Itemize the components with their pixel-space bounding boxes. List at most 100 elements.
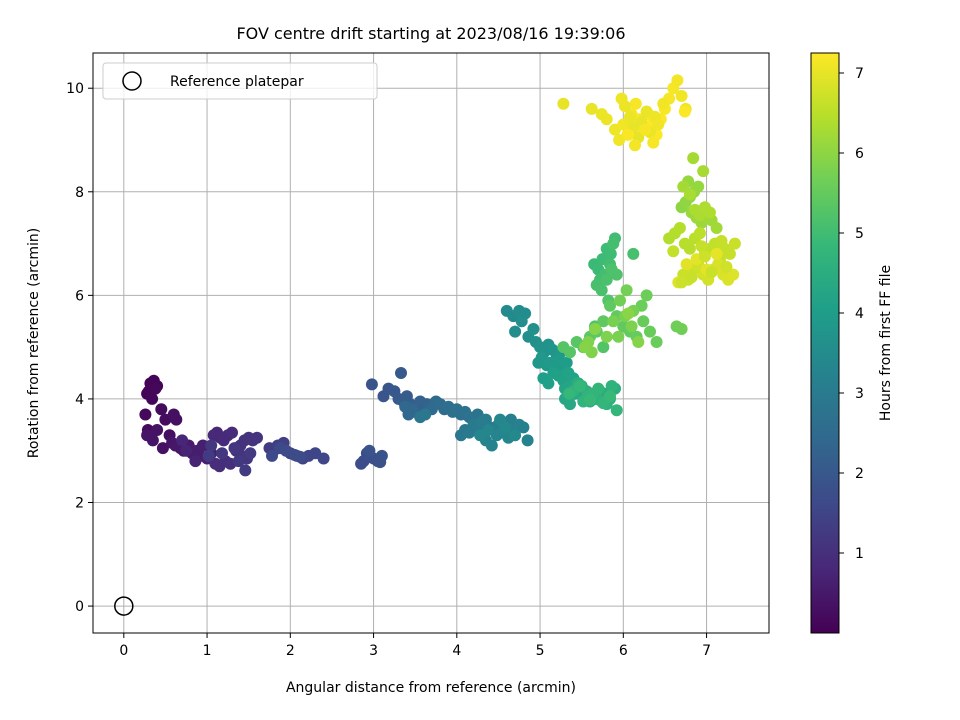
x-tick-label: 1 bbox=[203, 643, 212, 659]
data-point bbox=[196, 439, 209, 452]
data-point bbox=[395, 367, 407, 379]
colorbar-tick-label: 7 bbox=[855, 66, 864, 82]
data-point bbox=[600, 273, 613, 286]
data-point bbox=[698, 250, 711, 263]
colorbar: 1 2 3 4 5 6 7 Hours from first FF file bbox=[810, 52, 894, 634]
data-point bbox=[232, 455, 245, 468]
data-point bbox=[557, 97, 570, 110]
data-point bbox=[677, 180, 690, 193]
data-point bbox=[619, 100, 631, 113]
data-point bbox=[610, 268, 623, 281]
data-point bbox=[365, 378, 378, 391]
data-point bbox=[251, 431, 263, 444]
data-point bbox=[622, 128, 635, 141]
data-point bbox=[627, 247, 640, 260]
data-point bbox=[639, 123, 651, 136]
colorbar-label: Hours from first FF file bbox=[878, 265, 894, 421]
data-point bbox=[146, 434, 159, 447]
data-point bbox=[585, 102, 598, 115]
data-point bbox=[637, 315, 650, 328]
data-point bbox=[266, 449, 278, 462]
data-point bbox=[419, 408, 432, 421]
data-point bbox=[644, 325, 656, 338]
data-point bbox=[675, 276, 688, 289]
data-point bbox=[597, 315, 610, 328]
data-point bbox=[592, 382, 605, 395]
data-point bbox=[607, 315, 620, 328]
data-point bbox=[610, 404, 623, 417]
data-point bbox=[151, 424, 164, 436]
data-point bbox=[515, 315, 528, 328]
data-point bbox=[723, 247, 736, 260]
data-point bbox=[485, 439, 498, 452]
data-point bbox=[685, 271, 698, 284]
colorbar-tick-label: 5 bbox=[855, 226, 864, 242]
y-tick-label: 6 bbox=[75, 288, 84, 304]
data-point bbox=[650, 336, 663, 348]
y-tick-label: 0 bbox=[75, 599, 84, 615]
data-point bbox=[146, 392, 159, 405]
data-point bbox=[680, 258, 693, 271]
data-point bbox=[600, 113, 613, 126]
data-point bbox=[692, 180, 705, 193]
data-point bbox=[693, 227, 706, 240]
data-point bbox=[687, 152, 700, 165]
data-point bbox=[703, 206, 716, 219]
x-axis-label: Angular distance from reference (arcmin) bbox=[286, 680, 576, 696]
data-point bbox=[375, 449, 388, 462]
data-point bbox=[202, 449, 215, 462]
plot-frame bbox=[92, 52, 770, 634]
data-point bbox=[624, 110, 636, 123]
x-tick-label: 5 bbox=[536, 643, 545, 659]
y-tick-label: 4 bbox=[75, 392, 84, 408]
data-point bbox=[294, 450, 307, 463]
legend: Reference platepar bbox=[102, 62, 378, 100]
data-point bbox=[678, 105, 691, 118]
data-point bbox=[604, 247, 617, 260]
data-point bbox=[156, 442, 169, 455]
data-point bbox=[667, 245, 680, 258]
data-point bbox=[715, 235, 728, 247]
data-point bbox=[612, 330, 625, 343]
data-point bbox=[574, 380, 586, 392]
data-point bbox=[675, 90, 688, 102]
data-point bbox=[720, 260, 733, 273]
colorbar-tick-label: 4 bbox=[855, 306, 864, 322]
legend-label: Reference platepar bbox=[170, 74, 304, 90]
data-point bbox=[589, 323, 601, 335]
data-point bbox=[509, 429, 522, 442]
data-point bbox=[155, 403, 168, 416]
data-point bbox=[614, 294, 626, 307]
data-point bbox=[640, 289, 653, 302]
data-point bbox=[527, 323, 540, 335]
data-point bbox=[399, 400, 412, 413]
data-point bbox=[170, 413, 183, 426]
data-point bbox=[647, 136, 660, 149]
data-point bbox=[697, 165, 710, 178]
data-point bbox=[560, 356, 573, 369]
data-point bbox=[228, 442, 241, 455]
data-point bbox=[189, 455, 202, 468]
data-point bbox=[474, 429, 487, 442]
legend-marker-icon bbox=[122, 71, 142, 91]
y-tick-label: 8 bbox=[75, 185, 84, 201]
data-point bbox=[629, 97, 642, 110]
data-point bbox=[600, 330, 613, 343]
data-point bbox=[317, 452, 330, 465]
data-point bbox=[625, 320, 638, 333]
data-point bbox=[180, 444, 193, 457]
data-point bbox=[149, 382, 162, 395]
reference-point bbox=[114, 596, 134, 616]
data-point bbox=[564, 346, 576, 359]
y-ticks: 0 2 4 6 8 10 bbox=[66, 81, 93, 615]
data-point bbox=[673, 222, 686, 234]
colorbar-tick-label: 2 bbox=[855, 466, 864, 482]
data-point bbox=[683, 242, 696, 255]
data-point bbox=[239, 464, 252, 477]
data-point bbox=[695, 240, 708, 253]
data-point bbox=[176, 434, 189, 447]
data-point bbox=[620, 284, 633, 297]
x-tick-label: 4 bbox=[452, 643, 461, 659]
data-point bbox=[584, 394, 596, 406]
